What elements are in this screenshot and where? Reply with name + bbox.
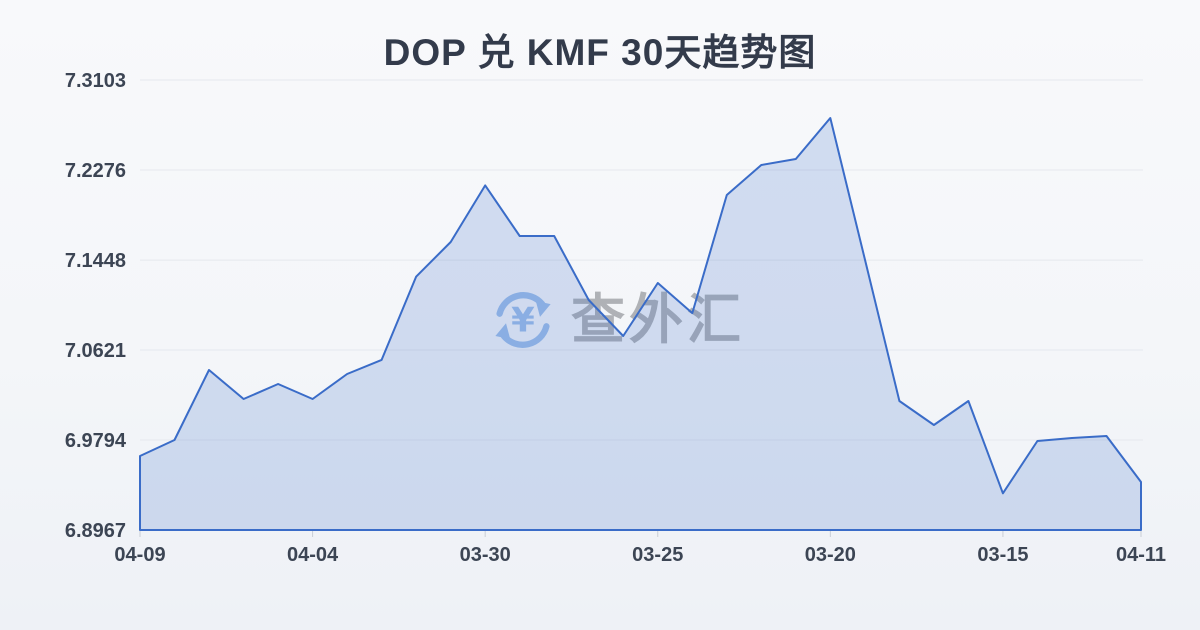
currency-exchange-icon: ¥	[495, 292, 551, 348]
y-axis-tick-label: 7.2276	[65, 160, 126, 182]
axis-layer: 6.8967 6.9794 7.0621 7.1448 7.2276 7.3103 04-0…	[65, 70, 1166, 566]
x-axis-tick-label: 04-09	[114, 544, 165, 566]
x-axis-tick-label: 03-20	[805, 544, 856, 566]
y-axis-tick-label: 7.3103	[65, 70, 126, 92]
y-axis-tick-label: 7.0621	[65, 340, 126, 362]
x-axis-tick-label: 03-15	[977, 544, 1028, 566]
watermark-text: 查外汇	[571, 286, 745, 354]
price-area-series[interactable]	[139, 117, 1142, 531]
x-axis-tick-label: 03-30	[460, 544, 511, 566]
x-axis-tick-label: 04-11	[1116, 544, 1166, 566]
series-layer	[139, 117, 1142, 531]
chart-title: DOP 兑 KMF 30天趋势图	[383, 32, 817, 73]
y-axis-tick-label: 7.1448	[65, 250, 126, 272]
watermark: ¥ 查外汇	[489, 286, 745, 354]
grid-layer	[140, 79, 1143, 441]
x-axis-tick-label: 03-25	[632, 544, 683, 566]
x-axis-tick-label: 04-04	[287, 544, 339, 566]
svg-text:¥: ¥	[511, 301, 535, 341]
y-axis-tick-label: 6.8967	[65, 520, 126, 542]
y-axis-tick-label: 6.9794	[65, 430, 127, 452]
